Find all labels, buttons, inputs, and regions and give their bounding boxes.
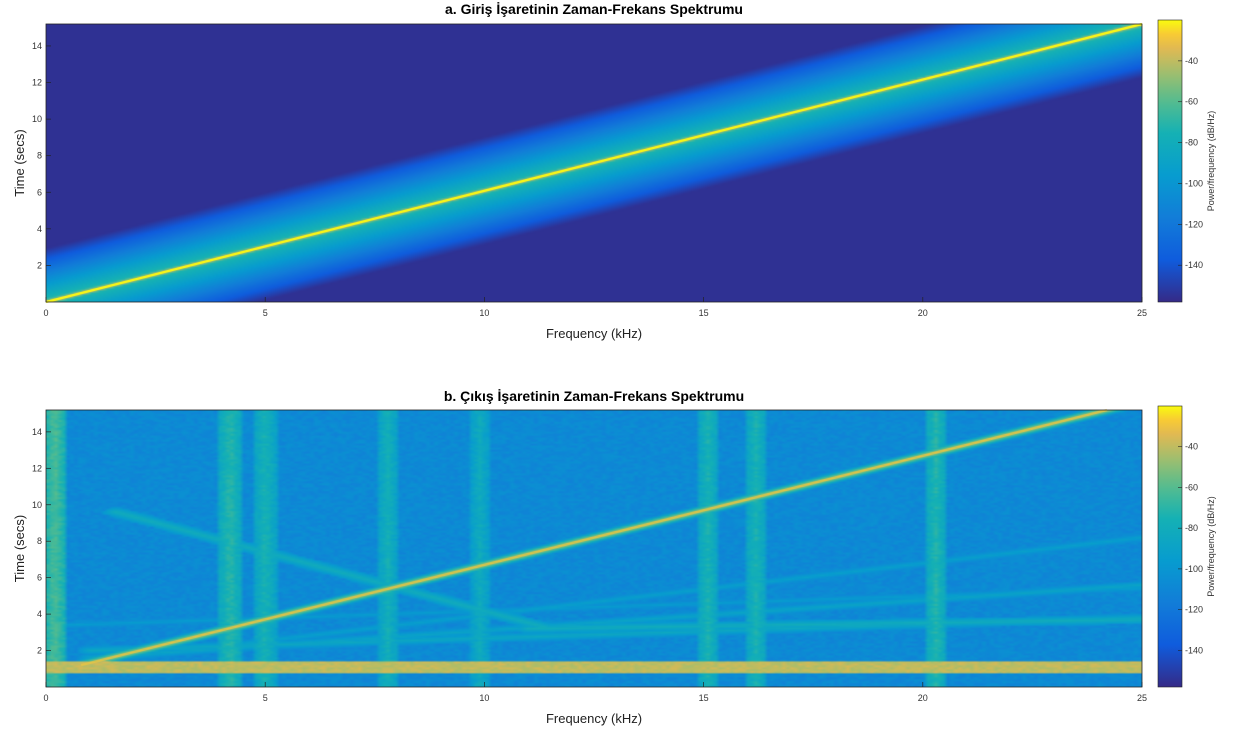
x-tick-label: 10: [479, 693, 489, 703]
colorbar-tick-label: -120: [1185, 219, 1203, 229]
y-tick-label: 6: [37, 187, 42, 197]
x-tick-label: 25: [1137, 693, 1147, 703]
y-tick-label: 8: [37, 536, 42, 546]
y-tick-label: 4: [37, 224, 42, 234]
y-axis-label: Time (secs): [12, 129, 27, 196]
x-tick-label: 15: [699, 693, 709, 703]
x-axis-label: Frequency (kHz): [546, 711, 642, 726]
x-tick-label: 20: [918, 308, 928, 318]
colorbar-tick-label: -80: [1185, 138, 1198, 148]
y-tick-label: 6: [37, 573, 42, 583]
colorbar: [1157, 19, 1183, 303]
chart-title: a. Giriş İşaretinin Zaman-Frekans Spektr…: [445, 1, 743, 17]
colorbar-label: Power/frequency (dB/Hz): [1206, 111, 1216, 212]
plot-frame: [45, 409, 1143, 688]
y-tick-label: 12: [32, 78, 42, 88]
y-tick-label: 2: [37, 260, 42, 270]
x-tick-label: 5: [263, 693, 268, 703]
x-tick-label: 25: [1137, 308, 1147, 318]
colorbar-tick-label: -60: [1185, 482, 1198, 492]
y-tick-label: 12: [32, 463, 42, 473]
chirp-ridge-line: [45, 22, 1143, 304]
x-tick-label: 0: [43, 308, 48, 318]
colorbar-tick-label: -140: [1185, 260, 1203, 270]
y-tick-label: 14: [32, 41, 42, 51]
colorbar-tick-label: -40: [1185, 442, 1198, 452]
spectrogram-image: [46, 410, 1142, 687]
x-tick-label: 0: [43, 693, 48, 703]
colorbar-label: Power/frequency (dB/Hz): [1206, 496, 1216, 597]
colorbar-tick-label: -100: [1185, 564, 1203, 574]
colorbar-tick-label: -80: [1185, 523, 1198, 533]
colorbar-tick-label: -60: [1185, 97, 1198, 107]
colorbar-tick-label: -40: [1185, 56, 1198, 66]
spectrogram-panel-b: b. Çıkış İşaretinin Zaman-Frekans Spektr…: [12, 388, 1216, 726]
y-tick-label: 10: [32, 114, 42, 124]
x-axis-label: Frequency (kHz): [546, 326, 642, 341]
spectrogram-panel-a: a. Giriş İşaretinin Zaman-Frekans Spektr…: [12, 1, 1216, 341]
y-tick-label: 10: [32, 500, 42, 510]
y-axis-label: Time (secs): [12, 515, 27, 582]
chirp-ridge-line: [80, 408, 1108, 667]
chart-title: b. Çıkış İşaretinin Zaman-Frekans Spektr…: [444, 388, 744, 404]
plot-frame: [45, 23, 1143, 303]
y-tick-label: 8: [37, 151, 42, 161]
colorbar-tick-label: -100: [1185, 178, 1203, 188]
x-tick-label: 20: [918, 693, 928, 703]
x-tick-label: 15: [699, 308, 709, 318]
x-tick-label: 10: [479, 308, 489, 318]
y-tick-label: 14: [32, 427, 42, 437]
colorbar-tick-label: -140: [1185, 645, 1203, 655]
y-tick-label: 4: [37, 609, 42, 619]
y-tick-label: 2: [37, 646, 42, 656]
colorbar-tick-label: -120: [1185, 605, 1203, 615]
x-tick-label: 5: [263, 308, 268, 318]
colorbar: [1157, 405, 1183, 688]
